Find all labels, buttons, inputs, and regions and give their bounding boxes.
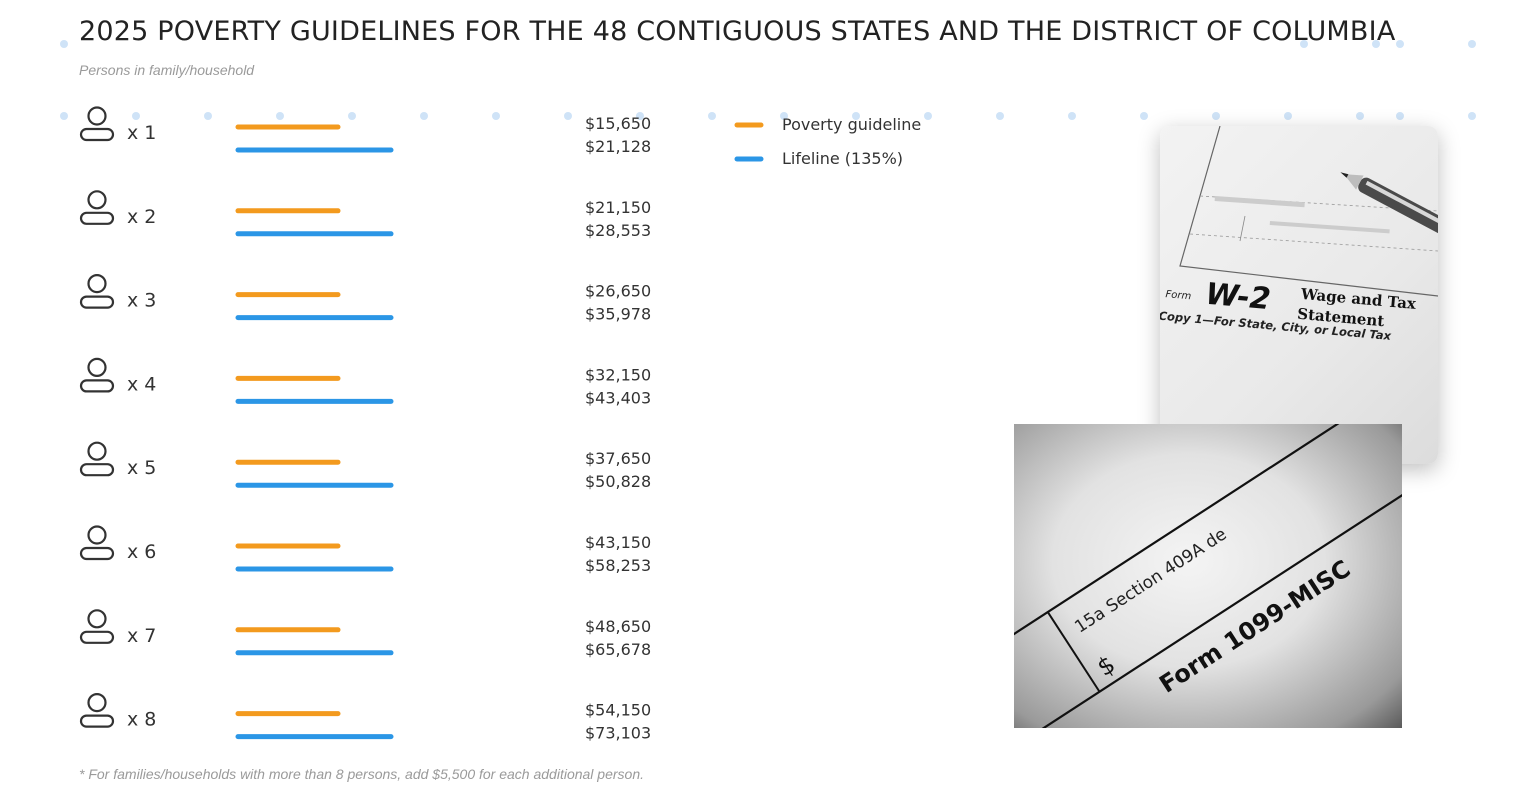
decorative-dot (1068, 112, 1076, 120)
poverty-guideline-value: $32,150 (585, 365, 651, 384)
poverty-guideline-value: $15,650 (585, 114, 651, 133)
person-icon (79, 274, 115, 309)
1099-misc-form-photo: 15a Section 409A de $ Form 1099-MISC (1014, 424, 1402, 728)
w2-form-prefix: Form (1165, 289, 1192, 302)
lifeline-value: $35,978 (585, 305, 651, 324)
lifeline-value: $73,103 (585, 724, 651, 743)
lifeline-value: $50,828 (585, 472, 651, 491)
poverty-guidelines-chart: x 1 $15,650 $21,128 x 2 $21,150 $28,553 x 3 $26… (79, 106, 921, 743)
w2-form-photo: Form W-2 Wage and Tax Statement Copy 1—F… (1160, 126, 1438, 464)
footnote: * For families/households with more than… (79, 766, 645, 782)
decorative-dot (1284, 112, 1292, 120)
household-size-label: x 1 (127, 122, 156, 144)
legend-label-lifeline: Lifeline (135%) (782, 149, 903, 168)
poverty-guideline-value: $48,650 (585, 617, 651, 636)
lifeline-value: $28,553 (585, 221, 651, 240)
person-icon (79, 692, 115, 728)
household-size-label: x 5 (127, 457, 156, 479)
household-size-label: x 4 (127, 373, 156, 395)
poverty-guideline-value: $43,150 (585, 533, 651, 552)
decorative-dot (1140, 112, 1148, 120)
legend-label-poverty: Poverty guideline (782, 115, 921, 134)
lifeline-value: $65,678 (585, 640, 651, 659)
misc-form-line: Form 1099-MISC (1154, 555, 1355, 699)
lifeline-value: $43,403 (585, 388, 651, 407)
person-icon (79, 106, 115, 142)
person-icon (79, 525, 115, 561)
decorative-dot (1396, 40, 1404, 48)
person-icon (79, 441, 115, 477)
decorative-dot (1468, 40, 1476, 48)
lifeline-value: $21,128 (585, 137, 651, 156)
household-size-label: x 2 (127, 206, 156, 228)
decorative-dot (1396, 112, 1404, 120)
misc-dollar: $ (1092, 650, 1120, 682)
person-icon (79, 609, 115, 644)
chart-subtitle: Persons in family/household (79, 62, 255, 78)
decorative-dot (1356, 112, 1364, 120)
poverty-guideline-value: $26,650 (585, 282, 651, 301)
lifeline-value: $58,253 (585, 556, 651, 575)
poverty-guideline-value: $37,650 (585, 449, 651, 468)
household-size-label: x 8 (127, 709, 156, 731)
decorative-dot (1212, 112, 1220, 120)
household-size-label: x 3 (127, 290, 156, 312)
pen-icon (1340, 172, 1438, 244)
household-size-label: x 7 (127, 625, 156, 647)
decorative-dot (1468, 112, 1476, 120)
page-title: 2025 POVERTY GUIDELINES FOR THE 48 CONTI… (79, 16, 1396, 47)
poverty-guideline-value: $54,150 (585, 701, 651, 720)
household-size-label: x 6 (127, 541, 156, 563)
w2-form-name: W-2 (1204, 277, 1272, 318)
person-icon (79, 190, 115, 225)
person-icon (79, 357, 115, 393)
poverty-guideline-value: $21,150 (585, 198, 651, 217)
